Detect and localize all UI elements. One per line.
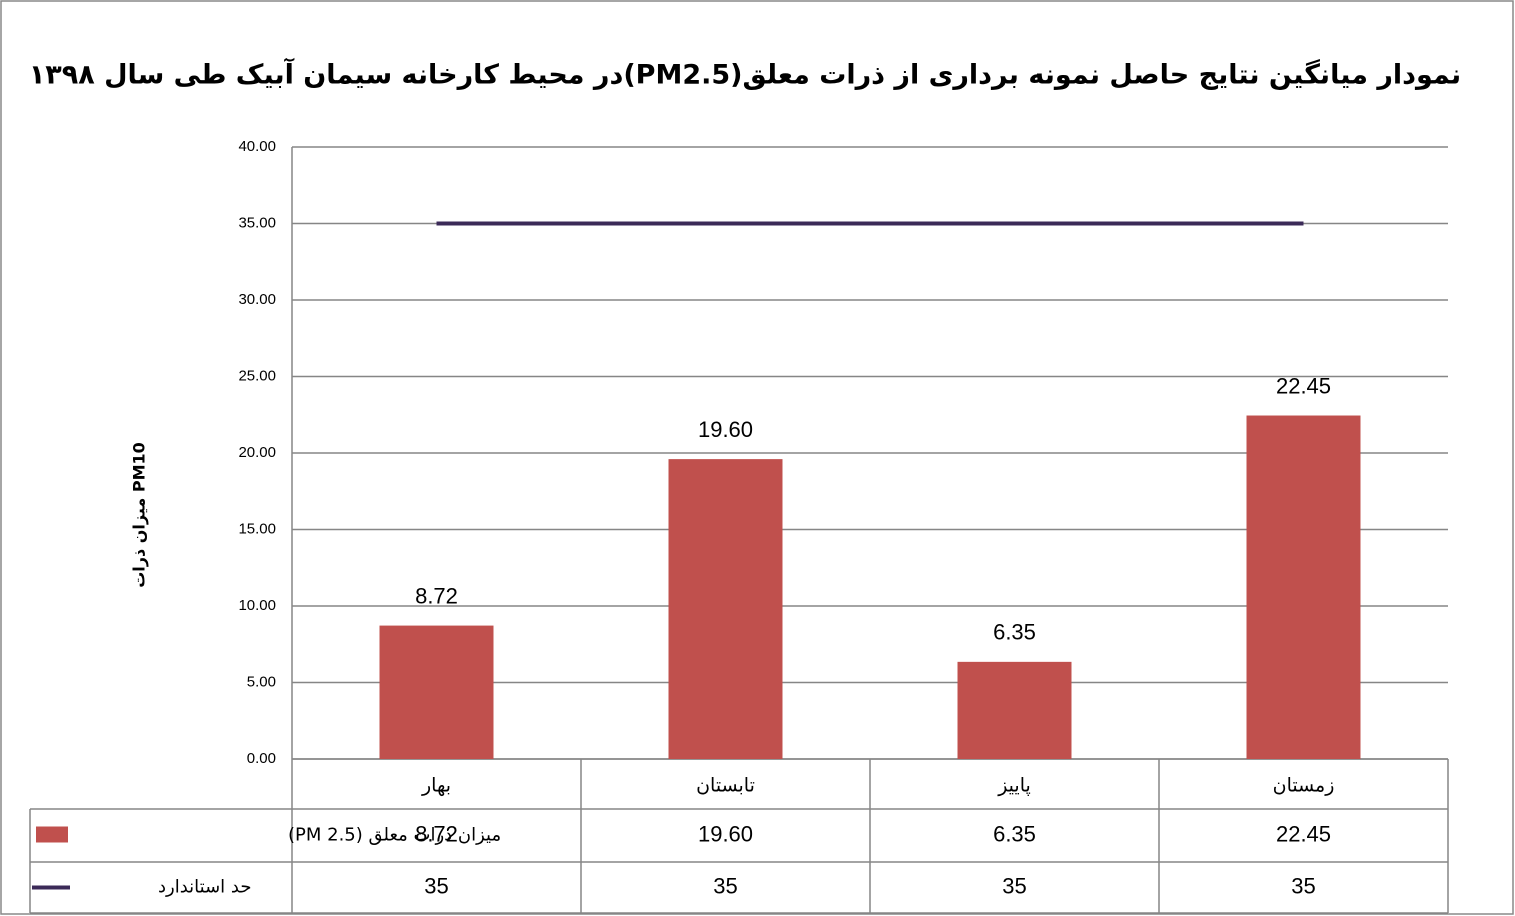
x-tick-label: بهار bbox=[421, 775, 451, 797]
table-value: 22.45 bbox=[1276, 821, 1331, 846]
table-value: 19.60 bbox=[698, 821, 753, 846]
y-tick-label: 5.00 bbox=[247, 673, 276, 690]
legend-label: حد استاندارد bbox=[158, 877, 251, 898]
chart-title: نمودار میانگین نتایج حاصل نمونه برداری ا… bbox=[29, 58, 1461, 91]
bar bbox=[379, 625, 494, 759]
table-value: 8.72 bbox=[415, 821, 458, 846]
x-tick-label: زمستان bbox=[1273, 775, 1335, 797]
x-tick-label: پاییز bbox=[997, 775, 1031, 797]
table-value: 6.35 bbox=[993, 821, 1036, 846]
y-tick-label: 30.00 bbox=[238, 291, 276, 308]
y-tick-label: 20.00 bbox=[238, 444, 276, 461]
y-tick-label: 0.00 bbox=[247, 750, 276, 767]
bar bbox=[668, 459, 783, 759]
y-tick-label: 40.00 bbox=[238, 138, 276, 155]
table-value: 35 bbox=[424, 873, 448, 898]
table-value: 35 bbox=[1291, 873, 1315, 898]
y-tick-label: 10.00 bbox=[238, 597, 276, 614]
data-label: 19.60 bbox=[698, 417, 753, 442]
y-tick-label: 25.00 bbox=[238, 367, 276, 384]
bar bbox=[1246, 415, 1361, 759]
bar bbox=[957, 661, 1072, 759]
data-label: 22.45 bbox=[1276, 373, 1331, 398]
x-tick-label: تابستان bbox=[696, 775, 755, 797]
table-value: 35 bbox=[713, 873, 737, 898]
data-label: 6.35 bbox=[993, 620, 1036, 645]
y-tick-label: 35.00 bbox=[238, 214, 276, 231]
legend-key bbox=[36, 826, 68, 843]
y-axis-label: میزان ذرات PM10 bbox=[130, 442, 149, 588]
data-label: 8.72 bbox=[415, 583, 458, 608]
legend-label: میزان ذرات معلق (PM 2.5) bbox=[288, 825, 501, 846]
y-tick-label: 15.00 bbox=[238, 520, 276, 537]
table-value: 35 bbox=[1002, 873, 1026, 898]
